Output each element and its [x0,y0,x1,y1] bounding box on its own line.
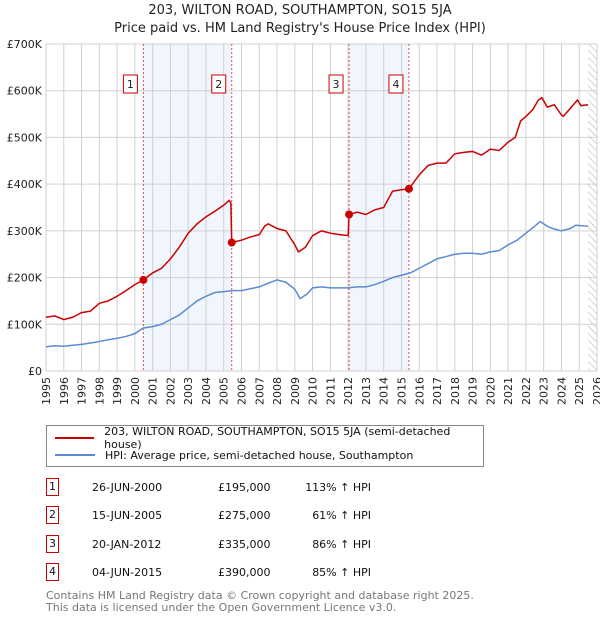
x-tick-label: 1995 [40,377,53,405]
x-tick-label: 2005 [218,377,231,405]
legend-item-property: 203, WILTON ROAD, SOUTHAMPTON, SO15 5JA … [55,425,483,451]
x-tick-label: 1999 [111,377,124,405]
x-tick-label: 2013 [360,377,373,405]
sale-label-number: 3 [333,78,340,91]
sale-label-number: 4 [392,78,399,91]
sale-price: £275,000 [218,509,271,522]
legend-label: 203, WILTON ROAD, SOUTHAMPTON, SO15 5JA … [104,425,451,451]
sale-row: 2 15-JUN-2005 £275,000 61% ↑ HPI [46,506,446,526]
sale-row: 4 04-JUN-2015 £390,000 85% ↑ HPI [46,563,446,583]
x-tick-label: 2009 [289,377,302,405]
chart-title: 203, WILTON ROAD, SOUTHAMPTON, SO15 5JA [148,3,452,18]
legend-item-hpi: HPI: Average price, semi-detached house,… [55,447,413,463]
footer-line1: Contains HM Land Registry data © Crown c… [46,589,474,602]
x-tick-label: 2012 [342,377,355,405]
footer-line2: This data is licensed under the Open Gov… [46,601,397,614]
x-tick-label: 2021 [502,377,515,405]
y-tick-label: £0 [28,365,42,378]
sale-label-box [122,74,138,94]
x-tick-label: 2019 [467,377,480,405]
plot-area: 1995 1996 1997 1998 1999 2000 2001 2002 2003 2004… [7,38,600,405]
y-tick-label: £300K [7,225,43,238]
forecast-hatch [588,44,597,371]
y-tick-label: £200K [7,272,43,285]
x-tick-label: 2003 [182,377,195,405]
x-tick-label: 2022 [520,377,533,405]
x-tick-label: 1996 [58,377,71,405]
x-tick-label: 2015 [395,377,408,405]
series-line [45,96,589,321]
sale-price: £335,000 [218,538,271,551]
legend: 203, WILTON ROAD, SOUTHAMPTON, SO15 5JA … [46,425,484,467]
sale-hpi-change: 61% ↑ HPI [312,509,371,522]
sale-label-number: 1 [127,78,134,91]
sale-number: 4 [46,563,59,581]
footer: Contains HM Land Registry data © Crown c… [46,590,474,614]
x-tick-label: 2018 [449,377,462,405]
shaded-period [143,44,232,371]
sale-label-box [388,74,404,94]
sale-number: 1 [46,478,59,496]
x-tick-label: 2014 [378,377,391,405]
x-tick-label: 1998 [93,377,106,405]
x-tick-label: 2023 [538,377,551,405]
sale-point [227,238,236,247]
x-tick-label: 2016 [413,377,426,405]
sale-price: £390,000 [218,566,271,579]
y-tick-label: £100K [7,318,43,331]
x-tick-label: 2026 [591,377,600,405]
y-tick-label: £400K [7,178,43,191]
sale-date: 20-JAN-2012 [92,538,162,551]
chart-subtitle: Price paid vs. HM Land Registry's House … [114,21,486,36]
x-tick-label: 2001 [147,377,160,405]
y-tick-label: £600K [7,85,43,98]
sale-hpi-change: 113% ↑ HPI [305,481,371,494]
x-tick-label: 2007 [253,377,266,405]
sale-point [345,210,354,219]
y-tick-label: £500K [7,131,43,144]
x-tick-label: 2017 [431,377,444,405]
sale-number: 3 [46,535,59,553]
sale-row: 1 26-JUN-2000 £195,000 113% ↑ HPI [46,478,446,498]
sale-number: 2 [46,506,59,524]
x-tick-label: 2002 [164,377,177,405]
sale-date: 04-JUN-2015 [92,566,163,579]
sale-point [139,275,148,284]
x-tick-label: 2011 [324,377,337,405]
sale-point [404,184,413,193]
legend-swatch-red [55,437,95,439]
x-tick-label: 2025 [573,377,586,405]
sale-label-number: 2 [215,78,222,91]
x-tick-label: 2008 [271,377,284,405]
legend-swatch-blue [55,454,95,456]
y-tick-label: £700K [7,38,43,51]
sale-label-box [211,74,227,94]
sale-hpi-change: 86% ↑ HPI [312,538,371,551]
sale-hpi-change: 85% ↑ HPI [312,566,371,579]
sale-price: £195,000 [218,481,271,494]
x-tick-label: 2020 [484,377,497,405]
shaded-period [349,44,409,371]
sale-label-box [328,74,344,94]
sale-date: 15-JUN-2005 [92,509,163,522]
x-tick-label: 1997 [76,377,89,405]
x-tick-label: 2024 [555,377,568,405]
series-line [45,220,589,348]
legend-label: HPI: Average price, semi-detached house,… [105,448,414,462]
sale-row: 3 20-JAN-2012 £335,000 86% ↑ HPI [46,535,446,555]
x-tick-label: 2010 [307,377,320,405]
sale-date: 26-JUN-2000 [92,481,163,494]
x-tick-label: 2000 [129,377,142,405]
x-tick-label: 2006 [236,377,249,405]
x-tick-label: 2004 [200,377,213,405]
